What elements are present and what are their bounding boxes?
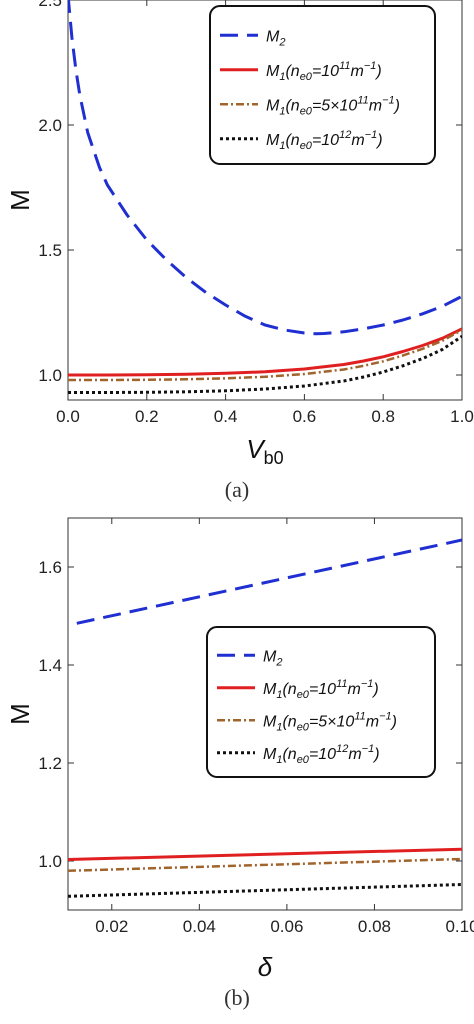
x-axis-title: Vb0 [246,434,283,468]
series-line-1 [68,847,462,861]
x-tick-label: 0.8 [371,407,395,426]
figure-caption: (b) [224,985,250,1010]
panel-b-chart: 0.02 0.04 0.06 0.08 0.10 1.0 1.2 1.4 1.6 Mδ (b) M2​… [5,517,474,1010]
x-tick-label: 0.10 [445,917,474,936]
x-tick-label: 0.02 [95,917,128,936]
legend-box [209,5,436,165]
series-line-3 [68,883,462,898]
y-tick-label: 2.5 [38,0,62,10]
x-axis-title: δ [258,952,273,982]
x-tick-label: 1.0 [450,407,474,426]
y-axis-title: M [5,703,35,725]
legend-entry-3: M1​(ne0​=1012​m−1​) [263,743,380,766]
series-line-3 [68,335,462,394]
legend-entry-2: M1​(ne0​=5×1011​m−1​) [266,94,400,117]
y-tick-label: 2.0 [38,116,62,135]
legend-entry-0: M2​ [266,28,285,48]
x-tick-label: 0.6 [293,407,317,426]
x-tick-label: 0.04 [183,917,216,936]
series-line-2 [68,857,462,873]
series-line-2 [68,328,462,382]
series-line-0 [68,0,462,336]
y-axis-title: M [5,189,35,211]
y-tick-label: 1.5 [38,241,62,260]
plot-frame [67,0,463,401]
x-tick-label: 0.2 [135,407,159,426]
x-tick-label: 0.08 [358,917,391,936]
legend: M2​ M1​(ne0​=1011​m−1​) M1​(ne0​=5×1011​m−… [209,5,436,165]
y-tick-label: 1.6 [38,558,62,577]
figure-caption: (a) [225,477,249,502]
panel-a-chart: 0.0 0.2 0.4 0.6 0.8 1.0 1.0 1.5 2.0 2.5 M Vb0 (a) M2​… [5,0,474,502]
legend-entry-0: M2​ [263,648,282,668]
legend-entry-2: M1​(ne0​=5×1011​m−1​) [263,710,397,733]
x-tick-label: 0.06 [270,917,303,936]
y-tick-label: 1.0 [38,852,62,871]
y-tick-label: 1.4 [38,656,62,675]
x-tick-label: 0.0 [56,407,80,426]
series-line-1 [68,327,462,377]
x-tick-label: 0.4 [214,407,238,426]
legend: M2​ M1​(ne0​=1011​m−1​) M1​(ne0​=5×1011​m−… [206,626,436,778]
plot-frame [67,517,463,911]
y-tick-label: 1.2 [38,754,62,773]
legend-entry-3: M1​(ne0​=1012​m−1​) [266,129,383,152]
series-line-0 [76,538,462,625]
legend-box [206,626,436,778]
y-tick-label: 1.0 [38,366,62,385]
legend-entry-1: M1​(ne0​=1011​m−1​) [263,678,379,701]
legend-entry-1: M1​(ne0​=1011​m−1​) [266,60,382,83]
